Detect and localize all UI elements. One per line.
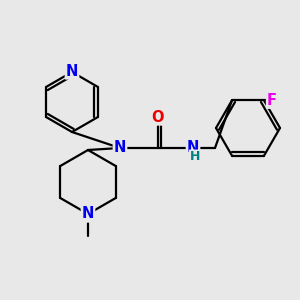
Text: F: F [267,93,277,108]
Text: N: N [66,64,78,79]
Text: N: N [187,140,199,154]
Text: O: O [152,110,164,124]
Text: N: N [114,140,126,155]
Text: H: H [190,151,200,164]
Text: N: N [82,206,94,221]
